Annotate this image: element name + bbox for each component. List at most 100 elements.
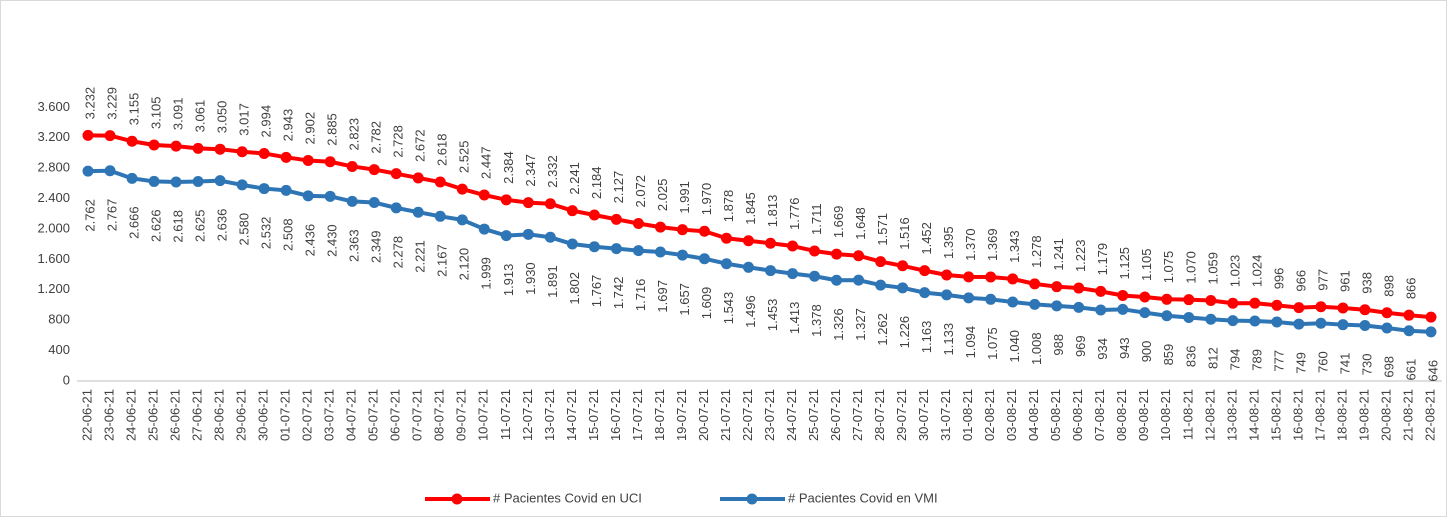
data-label: 2.618 [171, 210, 186, 243]
data-label: 1.370 [963, 228, 978, 261]
point [434, 210, 446, 222]
data-label: 2.349 [369, 230, 384, 263]
point [941, 269, 953, 281]
point [214, 143, 226, 155]
data-label: 3.017 [237, 103, 252, 136]
point [809, 245, 821, 257]
x-tick-label: 26-06-21 [168, 389, 183, 441]
point [544, 198, 556, 210]
data-label: 2.025 [655, 179, 670, 212]
point [610, 243, 622, 255]
x-tick-label: 22-08-21 [1422, 389, 1437, 441]
point [1161, 310, 1173, 322]
x-tick-label: 06-08-21 [1070, 389, 1085, 441]
x-tick-label: 21-08-21 [1400, 389, 1415, 441]
data-label: 2.332 [545, 155, 560, 188]
point [610, 213, 622, 225]
y-tick-label: 400 [48, 342, 70, 357]
point [742, 235, 754, 247]
data-label: 1.452 [919, 222, 934, 255]
data-label: 661 [1403, 359, 1418, 381]
point [1425, 326, 1437, 338]
data-label: 1.040 [1007, 330, 1022, 363]
data-label: 1.516 [897, 217, 912, 250]
data-label: 2.278 [391, 236, 406, 269]
data-label: 1.991 [677, 181, 692, 214]
data-label: 698 [1381, 356, 1396, 378]
data-label: 1.023 [1227, 255, 1242, 288]
data-label: 859 [1161, 344, 1176, 366]
y-tick-label: 3.600 [37, 99, 70, 114]
x-tick-label: 02-08-21 [982, 389, 997, 441]
point [941, 289, 953, 301]
point [1095, 285, 1107, 297]
x-tick-label: 03-08-21 [1004, 389, 1019, 441]
point [1007, 273, 1019, 285]
point [280, 184, 292, 196]
data-label: 1.930 [523, 262, 538, 295]
data-label: 1.813 [765, 195, 780, 228]
point [765, 237, 777, 249]
x-tick-label: 17-08-21 [1312, 389, 1327, 441]
point [875, 279, 887, 291]
x-tick-label: 19-07-21 [674, 389, 689, 441]
data-label: 2.666 [126, 206, 141, 239]
x-tick-label: 10-08-21 [1158, 389, 1173, 441]
data-label: 1.008 [1029, 332, 1044, 365]
point [1403, 309, 1415, 321]
data-label: 1.278 [1029, 235, 1044, 268]
x-tick-label: 02-07-21 [300, 389, 315, 441]
point [588, 209, 600, 221]
data-label: 1.657 [677, 283, 692, 316]
point [1095, 304, 1107, 316]
point [1139, 307, 1151, 319]
point [192, 142, 204, 154]
data-label: 3.229 [104, 87, 119, 120]
x-tick-label: 17-07-21 [630, 389, 645, 441]
x-tick-label: 28-07-21 [872, 389, 887, 441]
data-label: 2.728 [391, 125, 406, 158]
data-label: 812 [1205, 347, 1220, 369]
data-label: 2.762 [82, 199, 97, 232]
point [1293, 302, 1305, 314]
x-tick-label: 25-06-21 [145, 389, 160, 441]
x-tick-label: 18-07-21 [652, 389, 667, 441]
point [170, 140, 182, 152]
data-label: 2.436 [303, 224, 318, 257]
point [478, 223, 490, 235]
data-label: 1.913 [501, 264, 516, 297]
point [412, 206, 424, 218]
data-label: 2.525 [457, 141, 472, 174]
data-label: 2.167 [435, 244, 450, 277]
point [456, 183, 468, 195]
data-label: 1.742 [611, 277, 626, 310]
data-label: 741 [1337, 353, 1352, 375]
x-tick-label: 25-07-21 [806, 389, 821, 441]
data-label: 3.061 [193, 100, 208, 133]
point [368, 196, 380, 208]
point [302, 190, 314, 202]
point [787, 268, 799, 280]
x-tick-label: 08-08-21 [1114, 389, 1129, 441]
x-tick-label: 26-07-21 [828, 389, 843, 441]
data-label: 938 [1359, 272, 1374, 294]
data-label: 1.571 [875, 213, 890, 246]
point [1381, 307, 1393, 319]
x-tick-label: 23-06-21 [101, 389, 116, 441]
data-label: 1.609 [699, 287, 714, 320]
point [1205, 313, 1217, 325]
data-label: 2.184 [589, 166, 604, 199]
x-tick-label: 23-07-21 [762, 389, 777, 441]
point [324, 190, 336, 202]
data-label: 1.327 [853, 308, 868, 341]
data-label: 2.625 [193, 210, 208, 243]
point [126, 172, 138, 184]
point [192, 176, 204, 187]
point [236, 146, 248, 158]
x-tick-label: 10-07-21 [476, 389, 491, 441]
data-label: 2.767 [104, 199, 119, 232]
data-label: 2.384 [501, 151, 516, 184]
point [698, 253, 710, 265]
